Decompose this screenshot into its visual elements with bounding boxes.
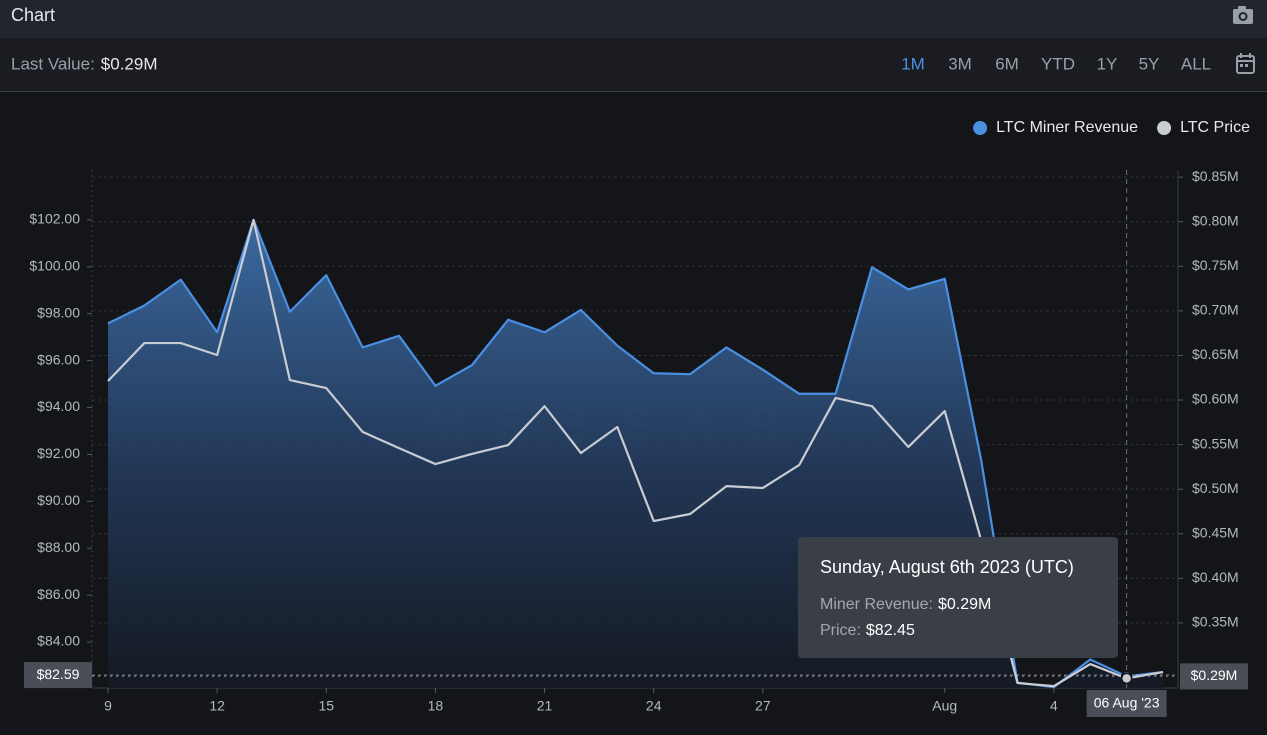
header-bar (0, 0, 1267, 38)
crosshair-label-box (1086, 690, 1167, 717)
range-button[interactable]: ALL (1181, 54, 1211, 73)
range-button[interactable]: YTD (1041, 54, 1075, 73)
tooltip-row-label: Miner Revenue: (820, 596, 933, 613)
crosshair-label: 06 Aug '23 (1094, 695, 1160, 711)
legend-label: LTC Price (1180, 119, 1250, 136)
left-badge-label: $82.59 (37, 666, 80, 682)
y2-tick-label: $0.75M (1192, 257, 1239, 273)
y-tick-label: $90.00 (37, 492, 80, 508)
camera-icon[interactable] (1233, 6, 1253, 24)
x-tick-label: 15 (318, 698, 334, 714)
y2-tick-label: $0.50M (1192, 480, 1239, 496)
range-button[interactable]: 6M (995, 54, 1019, 73)
x-tick-label: 12 (209, 698, 225, 714)
y-tick-label: $92.00 (37, 445, 80, 461)
y2-tick-label: $0.85M (1192, 168, 1239, 184)
x-tick-label: 18 (428, 698, 444, 714)
y-tick-label: $100.00 (29, 258, 80, 274)
right-badge (1180, 663, 1248, 690)
header-title: Chart (11, 5, 55, 25)
x-tick-label: 4 (1050, 698, 1058, 714)
x-tick-label: 9 (104, 698, 112, 714)
calendar-icon[interactable] (1236, 53, 1255, 74)
left-badge (24, 662, 92, 689)
y-tick-label: $96.00 (37, 351, 80, 367)
y2-tick-label: $0.45M (1192, 524, 1239, 540)
tooltip (798, 537, 1118, 658)
y-tick-label: $102.00 (29, 211, 80, 227)
y2-tick-label: $0.80M (1192, 212, 1239, 228)
y2-tick-label: $0.55M (1192, 435, 1239, 451)
tooltip-title: Sunday, August 6th 2023 (UTC) (820, 557, 1074, 577)
range-button[interactable]: 3M (948, 54, 972, 73)
toolbar (0, 38, 1267, 91)
right-badge-label: $0.29M (1191, 667, 1238, 683)
last-value-label: Last Value: (11, 54, 95, 73)
range-buttons: 1M 3M 6M YTD 1Y 5Y ALL (901, 54, 1211, 73)
tooltip-row-value: $82.45 (866, 622, 915, 639)
x-tick-label: 27 (755, 698, 771, 714)
y-tick-label: $94.00 (37, 398, 80, 414)
plot: MESSARI$0.35M$0.40M$0.45M$0.50M$0.55M$0.… (24, 119, 1250, 717)
line (107, 218, 1164, 689)
range-button[interactable]: 1M (901, 54, 925, 73)
tooltip-row-label: Price: (820, 622, 861, 639)
x-tick-label: Aug (932, 698, 957, 714)
y-tick-label: $84.00 (37, 633, 80, 649)
y2-tick-label: $0.70M (1192, 302, 1239, 318)
tooltip-row-value: $0.29M (938, 596, 991, 613)
y2-tick-label: $0.40M (1192, 569, 1239, 585)
y2-tick-label: $0.65M (1192, 346, 1239, 362)
x-tick-label: 24 (646, 698, 662, 714)
range-button[interactable]: 5Y (1139, 54, 1160, 73)
range-button[interactable]: 1Y (1097, 54, 1118, 73)
legend-swatch (973, 121, 988, 135)
y-tick-label: $86.00 (37, 586, 80, 602)
legend-label: LTC Miner Revenue (996, 119, 1138, 136)
y2-tick-label: $0.35M (1192, 614, 1239, 630)
x-tick-label: 21 (537, 698, 553, 714)
y-tick-label: $98.00 (37, 304, 80, 320)
last-value: $0.29M (101, 54, 158, 73)
hover-point (1120, 672, 1133, 685)
y2-tick-label: $0.60M (1192, 391, 1239, 407)
y-tick-label: $88.00 (37, 539, 80, 555)
legend-swatch (1157, 121, 1172, 135)
